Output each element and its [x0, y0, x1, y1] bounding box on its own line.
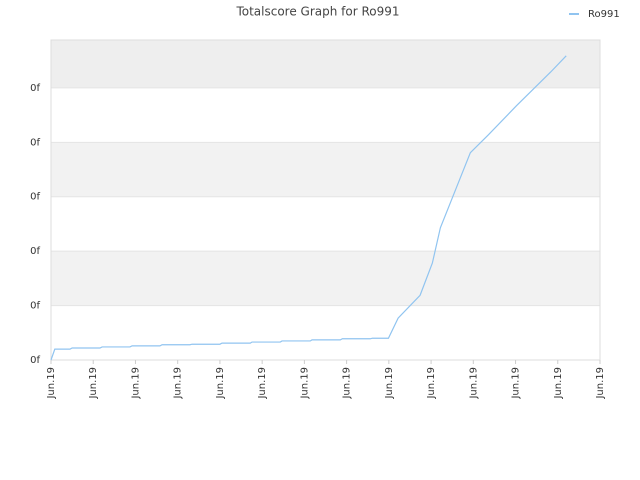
band: [51, 142, 600, 197]
x-tick-label: Jun.19: [88, 367, 99, 400]
x-tick-label: Jun.19: [130, 367, 141, 400]
x-tick-label: Jun.19: [384, 367, 395, 400]
band: [51, 251, 600, 306]
x-tick-label: Jun.19: [595, 367, 606, 400]
y-tick-label: 0f: [30, 246, 40, 257]
y-tick-label: 0f: [30, 355, 40, 366]
x-tick-label: Jun.19: [46, 367, 57, 400]
band: [51, 196, 600, 252]
band: [51, 40, 600, 88]
y-tick-label: 0f: [30, 137, 40, 148]
x-tick-label: Jun.19: [426, 367, 437, 400]
x-tick-label: Jun.19: [257, 367, 268, 400]
x-tick-label: Jun.19: [342, 367, 353, 400]
x-tick-label: Jun.19: [553, 367, 564, 400]
x-tick-label: Jun.19: [299, 367, 310, 400]
x-tick-label: Jun.19: [468, 367, 479, 400]
y-tick-label: 0f: [30, 301, 40, 312]
plot-border: [50, 39, 601, 361]
band: [51, 305, 600, 360]
legend-label: Ro991: [588, 9, 620, 20]
x-tick-label: Jun.19: [173, 367, 184, 400]
chart-title: Totalscore Graph for Ro991: [235, 5, 399, 19]
x-tick-label: Jun.19: [511, 367, 522, 400]
y-tick-label: 0f: [30, 83, 40, 94]
x-tick-label: Jun.19: [215, 367, 226, 400]
line: [50, 55, 567, 361]
y-tick-label: 0f: [30, 192, 40, 203]
band: [51, 87, 600, 143]
